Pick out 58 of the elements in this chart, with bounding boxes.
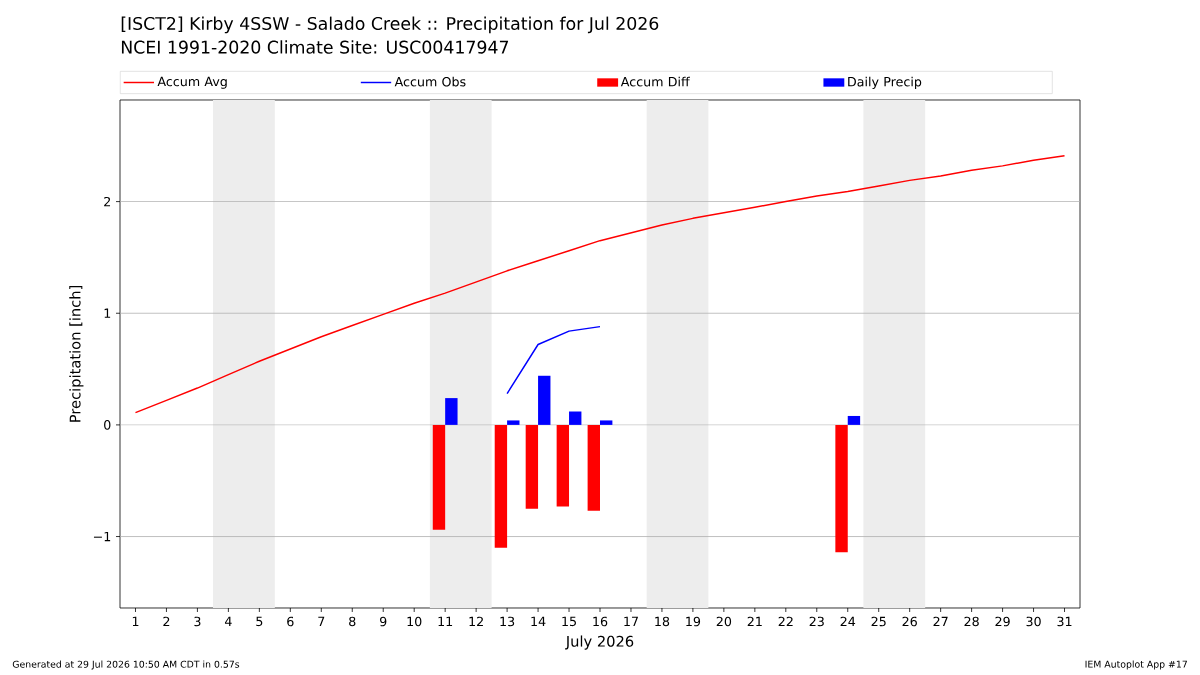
x-tick-label: 27	[933, 616, 948, 627]
x-tick-label: 26	[902, 616, 917, 627]
x-tick-label: 17	[624, 616, 638, 626]
bar	[600, 420, 613, 425]
x-tick-label: 11	[438, 616, 453, 626]
legend-label: Accum Avg	[157, 76, 227, 89]
bar	[835, 424, 848, 553]
bar	[445, 398, 458, 425]
x-tick-label: 16	[593, 616, 608, 627]
x-tick-label: 6	[287, 616, 294, 627]
x-tick-label: 21	[747, 616, 762, 627]
x-axis-title: July 2026	[565, 635, 634, 650]
bar	[432, 424, 446, 530]
x-tick-label: 25	[871, 616, 886, 627]
x-tick-label: 5	[256, 616, 263, 627]
x-tick-label: 30	[1026, 616, 1041, 627]
x-tick-label: 14	[531, 616, 546, 626]
line-series	[506, 325, 601, 395]
x-tick-label: 1	[132, 616, 139, 626]
bar	[587, 424, 600, 511]
x-tick-label: 8	[349, 616, 356, 627]
x-tick-label: 28	[964, 616, 979, 627]
x-tick-label: 24	[840, 616, 856, 627]
legend-label: Accum Diff	[620, 76, 690, 87]
y-axis-title: Precipitation [inch]	[69, 285, 84, 422]
x-tick-label: 4	[224, 616, 232, 626]
x-tick-label: 3	[194, 616, 201, 627]
chart-title: [ISCT2] Kirby 4SSW - Salado Creek :: Precipitation for Jul 2026	[121, 16, 659, 34]
legend-label: Daily Precip	[848, 76, 922, 89]
x-tick-label: 2	[163, 616, 170, 627]
bar	[538, 375, 551, 425]
x-tick-label: 20	[716, 616, 732, 627]
x-tick-label: 18	[655, 616, 670, 627]
x-tick-label: 9	[379, 616, 387, 627]
x-tick-label: 23	[809, 616, 824, 627]
x-tick-label: 15	[562, 616, 576, 627]
bar	[569, 411, 582, 425]
chart-subtitle: NCEI 1991-2020 Climate Site: USC00417947	[121, 40, 509, 54]
x-tick-label: 13	[500, 616, 515, 627]
y-tick-label: 2	[104, 196, 111, 207]
x-tick-label: 22	[778, 616, 793, 627]
bar	[525, 424, 539, 509]
x-tick-label: 12	[469, 616, 483, 627]
y-tick-label: 0	[104, 420, 111, 430]
legend-label: Accum Obs	[394, 76, 466, 87]
text: IEM Autoplot App #17	[1085, 660, 1187, 670]
x-tick-label: 19	[686, 616, 701, 627]
x-tick-label: 31	[1057, 616, 1072, 627]
y-tick-label: 1	[104, 308, 111, 318]
text: Generated at 29 Jul 2026 10:50 AM CDT in 0.57s	[12, 660, 240, 670]
bar	[847, 415, 861, 425]
bar	[556, 424, 570, 507]
x-tick-label: 7	[318, 616, 325, 626]
y-tick-label: −1	[93, 531, 111, 542]
x-tick-label: 29	[995, 616, 1010, 627]
bar	[494, 424, 508, 548]
bar	[507, 420, 520, 425]
x-tick-label: 10	[407, 616, 422, 627]
